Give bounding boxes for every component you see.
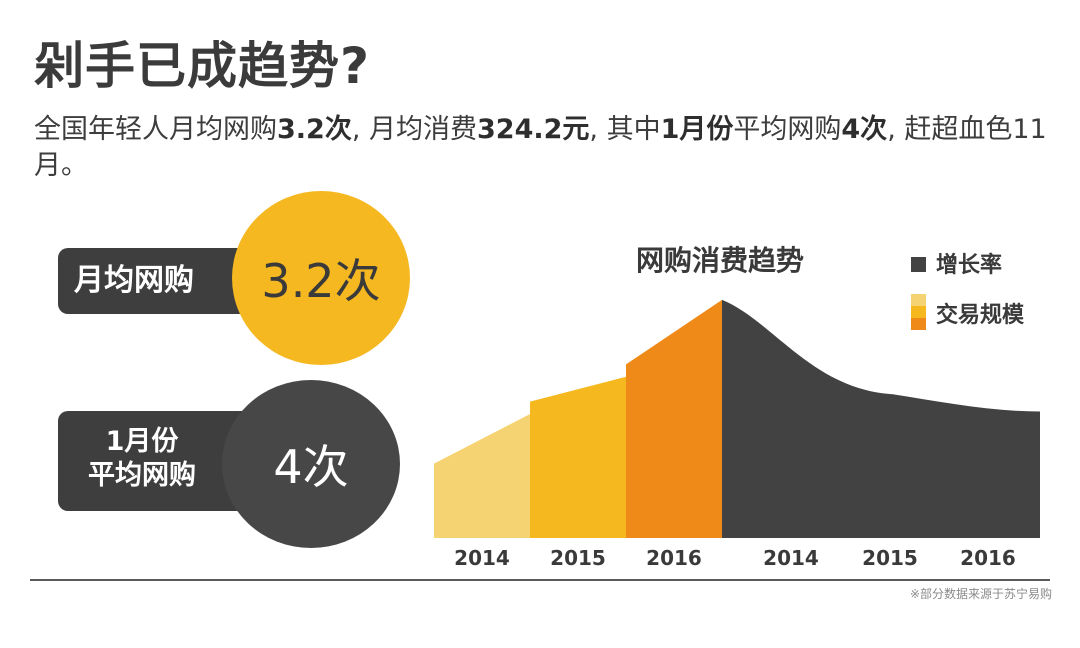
january-value-circle: 4次 — [222, 380, 400, 548]
scale-segment-2014 — [434, 414, 530, 538]
subtitle-text-5: , 赶超血色11月。 — [34, 114, 1047, 181]
january-label-line1: 1月份 — [105, 426, 179, 457]
january-value: 4次 — [273, 440, 349, 494]
x-tick-growth-2014: 2014 — [763, 546, 819, 570]
january-label-line2: 平均网购 — [88, 460, 196, 491]
subtitle-text-4: 平均网购 — [733, 114, 842, 145]
page-title: 剁手已成趋势? — [34, 37, 371, 95]
subtitle-monthly-spend: 324.2元 — [477, 114, 590, 145]
legend-label-growth: 增长率 — [936, 252, 1002, 278]
source-footnote: ※部分数据来源于苏宁易购 — [909, 587, 1052, 601]
monthly-value-circle: 3.2次 — [232, 191, 410, 365]
legend-swatch-scale-1 — [911, 294, 926, 306]
subtitle-january-count: 4次 — [841, 114, 888, 145]
page-subtitle: 全国年轻人月均网购3.2次, 月均消费324.2元, 其中1月份平均网购4次, … — [34, 112, 1054, 184]
x-tick-growth-2016: 2016 — [960, 546, 1016, 570]
growth-area — [722, 299, 1040, 538]
legend-swatch-scale-2 — [911, 306, 926, 318]
scale-segment-2016 — [626, 299, 722, 538]
x-tick-growth-2015: 2015 — [862, 546, 918, 570]
legend-swatch-scale-3 — [911, 318, 926, 330]
subtitle-text-3: , 其中 — [589, 114, 661, 145]
scale-segment-2015 — [530, 376, 626, 538]
subtitle-text-1: 全国年轻人月均网购 — [34, 114, 277, 145]
chart-title: 网购消费趋势 — [636, 244, 804, 277]
subtitle-monthly-count: 3.2次 — [277, 114, 352, 145]
subtitle-text-2: , 月均消费 — [351, 114, 478, 145]
legend-swatch-growth — [911, 257, 926, 272]
monthly-value: 3.2次 — [261, 254, 381, 308]
x-tick-scale-2014: 2014 — [454, 546, 510, 570]
subtitle-january: 1月份 — [660, 114, 734, 145]
x-tick-scale-2015: 2015 — [550, 546, 606, 570]
x-tick-scale-2016: 2016 — [646, 546, 702, 570]
legend-label-scale: 交易规模 — [936, 302, 1025, 328]
